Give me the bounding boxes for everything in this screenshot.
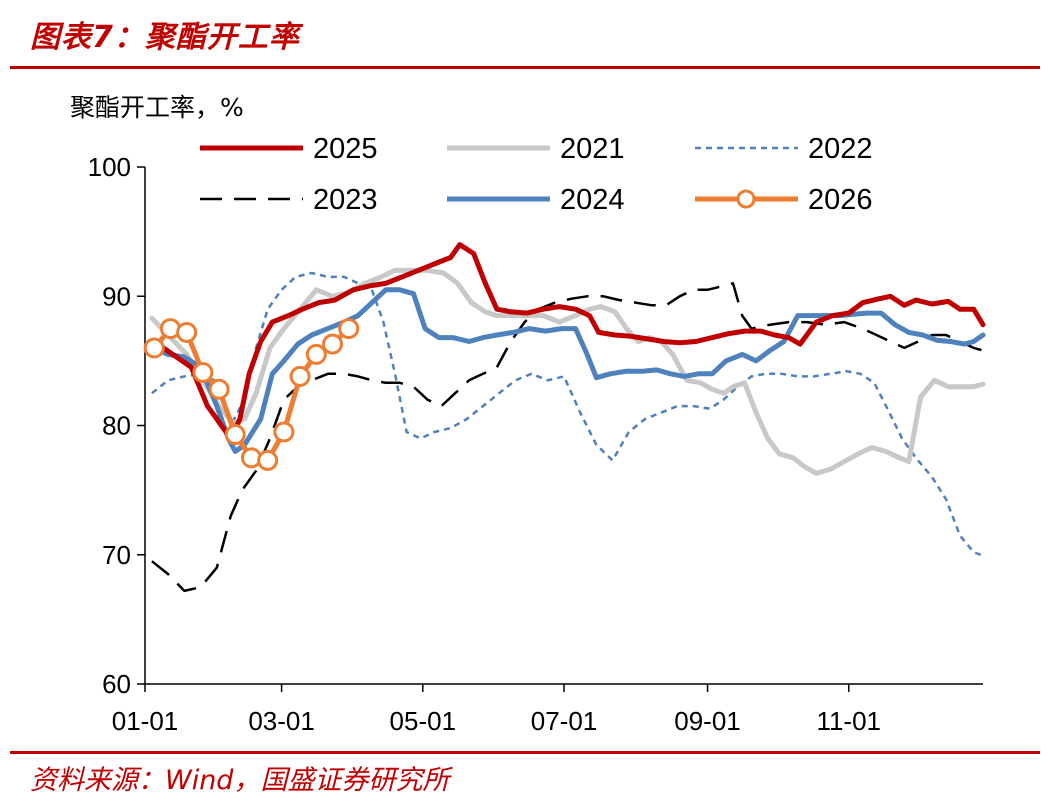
- data-point-2026: [192, 362, 214, 384]
- x-tick-label: 09-01: [674, 706, 741, 736]
- data-point-2026: [257, 449, 279, 471]
- legend-label-2025: 2025: [313, 133, 378, 165]
- y-tick-label: 100: [88, 152, 131, 182]
- legend-item-2022: 2022: [695, 133, 873, 165]
- chart-title: 图表7：聚酯开工率: [30, 20, 300, 55]
- x-tick-label: 03-01: [248, 706, 315, 736]
- legend-item-2025: 2025: [200, 133, 378, 165]
- legend-label-2024: 2024: [560, 184, 625, 216]
- legend-label-2023: 2023: [313, 184, 378, 216]
- footer-divider: [10, 751, 1040, 754]
- data-point-2026: [273, 421, 295, 443]
- title-divider: [10, 66, 1040, 69]
- series-line-2024: [149, 287, 986, 454]
- tick-labels: 60 70 80 90 100 01-01 03-01 05-01 07-01 09-01 11-0…: [88, 152, 881, 736]
- data-point-2026: [176, 321, 198, 343]
- data-point-2026: [289, 365, 311, 387]
- x-tick-label: 05-01: [390, 706, 457, 736]
- data-point-2026: [224, 424, 246, 446]
- y-tick-label: 80: [102, 411, 131, 441]
- legend-item-2024: 2024: [447, 184, 625, 216]
- data-point-2026: [305, 343, 327, 365]
- axes: [137, 166, 983, 692]
- x-tick-label: 01-01: [112, 706, 179, 736]
- data-point-2026: [208, 378, 230, 400]
- x-tick-label: 11-01: [816, 706, 881, 736]
- y-tick-label: 60: [102, 669, 131, 699]
- series-line-2025: [151, 242, 986, 441]
- legend-label-2026: 2026: [808, 184, 873, 216]
- legend-marker-2026: [736, 189, 756, 209]
- data-point-2026: [322, 333, 344, 355]
- data-point-2026: [338, 318, 360, 340]
- legend-item-2021: 2021: [447, 133, 625, 165]
- y-tick-label: 90: [102, 281, 131, 311]
- series-line-2021: [149, 267, 986, 476]
- legend-label-2021: 2021: [560, 133, 625, 165]
- source-note: 资料来源：Wind，国盛证券研究所: [30, 765, 450, 796]
- legend: 2025 2021 2022 2023 2024 2026: [200, 133, 873, 216]
- y-axis-label: 聚酯开工率，%: [70, 93, 244, 122]
- series-line-2023: [151, 282, 984, 593]
- y-tick-label: 70: [102, 540, 131, 570]
- x-tick-label: 07-01: [531, 706, 598, 736]
- legend-item-2026: 2026: [695, 184, 873, 216]
- series-lines: [143, 242, 986, 593]
- legend-label-2022: 2022: [808, 133, 873, 165]
- legend-item-2023: 2023: [200, 184, 378, 216]
- data-point-2026: [143, 337, 165, 359]
